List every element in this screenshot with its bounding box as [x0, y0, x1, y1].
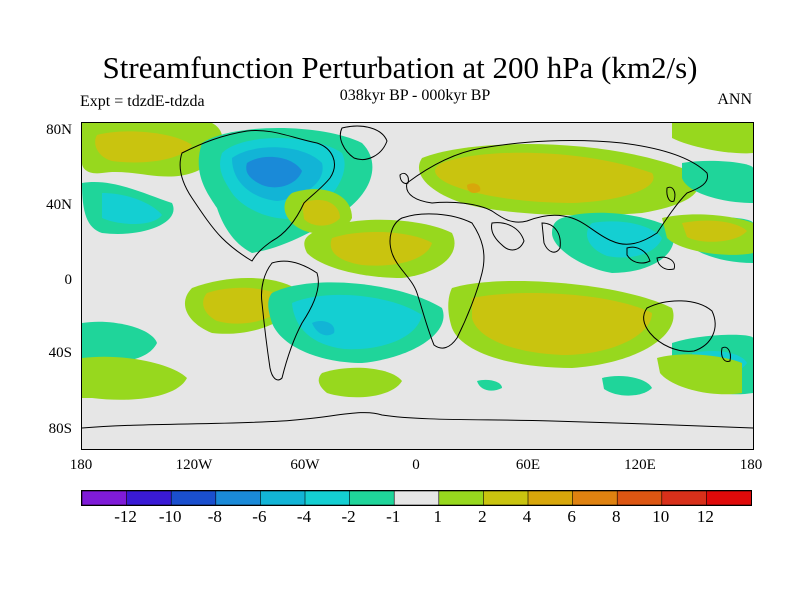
colorbar-label: -12 [114, 507, 137, 526]
lon-label-60e: 60E [515, 457, 541, 473]
colorbar-label: 8 [611, 507, 621, 526]
lon-label-180-right: 180 [739, 457, 763, 473]
colorbar-swatch [706, 490, 752, 506]
colorbar-label: -1 [386, 507, 401, 526]
experiment-label: Expt = tdzdE-tdzda [80, 93, 205, 110]
colorbar-swatch [126, 490, 172, 506]
colorbar-swatch [483, 490, 529, 506]
colorbar-swatch [572, 490, 619, 506]
colorbar-swatch [81, 490, 128, 506]
colorbar [81, 490, 752, 506]
chart-subtitle: 038kyr BP - 000kyr BP [339, 87, 491, 104]
colorbar-swatch [616, 490, 663, 506]
season-label: ANN [717, 91, 752, 108]
lon-label-0: 0 [412, 457, 420, 473]
colorbar-swatch [170, 490, 217, 506]
lat-label-80s: 80S [48, 421, 72, 437]
colorbar-label: 12 [696, 507, 714, 526]
colorbar-label: -4 [296, 507, 312, 526]
colorbar-label: 4 [522, 507, 532, 526]
colorbar-swatch [527, 490, 574, 506]
colorbar-swatches [81, 490, 752, 506]
colorbar-swatch [438, 490, 485, 506]
lat-label-40n: 40N [46, 197, 72, 213]
coastlines [82, 125, 753, 429]
colorbar-label: -10 [158, 507, 182, 526]
colorbar-label: -2 [341, 507, 356, 526]
lat-label-80n: 80N [46, 122, 72, 138]
colorbar-swatch [349, 490, 396, 506]
map-panel [81, 122, 754, 450]
lat-label-0: 0 [64, 272, 73, 288]
lon-label-120e: 120E [624, 457, 656, 473]
colorbar-label: 10 [652, 507, 670, 526]
colorbar-swatch [661, 490, 708, 506]
colorbar-label: 1 [433, 507, 443, 526]
colorbar-swatch [215, 490, 262, 506]
colorbar-label: 6 [567, 507, 576, 526]
lat-label-40s: 40S [48, 345, 72, 361]
colorbar-label: -8 [207, 507, 222, 526]
colorbar-label: 2 [478, 507, 487, 526]
lon-label-120w: 120W [175, 457, 213, 473]
contour-fills [82, 123, 753, 400]
streamfunction-map [82, 123, 753, 429]
chart-title: Streamfunction Perturbation at 200 hPa (… [102, 50, 698, 85]
colorbar-swatch [304, 490, 351, 506]
colorbar-swatch [393, 490, 440, 506]
colorbar-label: -6 [252, 507, 267, 526]
lon-label-180-left: 180 [69, 457, 93, 473]
lon-label-60w: 60W [290, 457, 320, 473]
colorbar-swatch [260, 490, 306, 506]
